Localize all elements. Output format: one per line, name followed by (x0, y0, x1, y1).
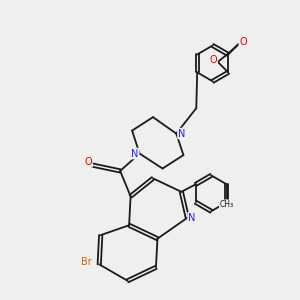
Text: N: N (188, 213, 196, 223)
Text: O: O (84, 157, 92, 167)
Text: O: O (239, 38, 247, 47)
Text: N: N (131, 148, 139, 159)
Text: Br: Br (81, 257, 92, 267)
Text: O: O (209, 56, 217, 65)
Text: CH₃: CH₃ (220, 200, 234, 209)
Text: N: N (178, 129, 185, 139)
